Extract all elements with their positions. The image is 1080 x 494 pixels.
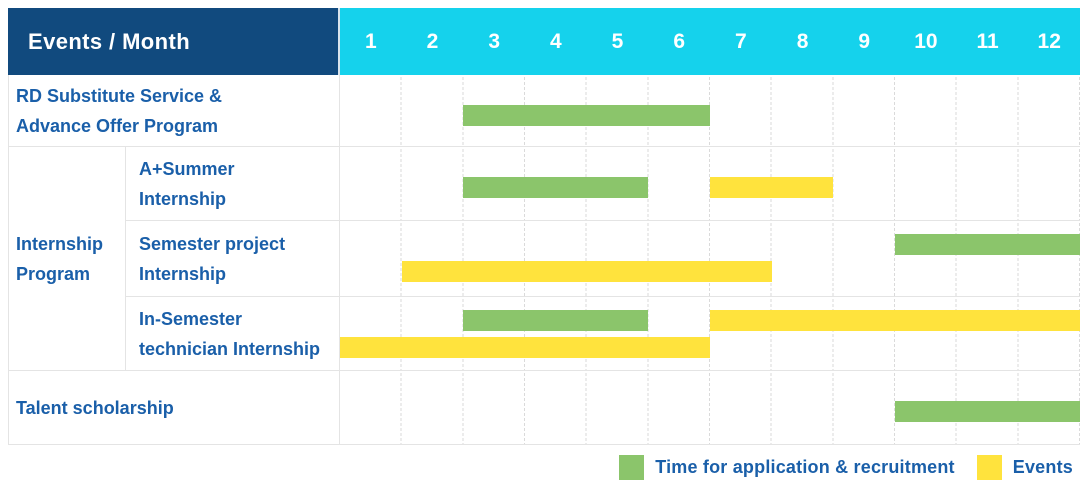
gantt-lane-talent-scholarship xyxy=(340,371,1080,444)
gantt-bar-yellow-m1-m6 xyxy=(340,337,710,358)
row-label-rd-substitute-service: RD Substitute Service & Advance Offer Pr… xyxy=(9,75,340,146)
gantt-bar-green-m3-m5 xyxy=(463,177,649,198)
table-row: Talent scholarship xyxy=(9,370,1080,444)
internship-program-subrows: A+Summer Internship Semester project Int… xyxy=(126,147,1080,370)
month-label-8: 8 xyxy=(796,29,809,53)
table-row: In-Semester technician Internship xyxy=(126,296,1080,370)
month-label-4: 4 xyxy=(550,29,562,53)
row-label-talent-scholarship: Talent scholarship xyxy=(9,371,340,444)
legend-swatch-events xyxy=(976,454,1002,480)
gantt-bar-green-m10-m12 xyxy=(895,401,1080,422)
gantt-lane-in-semester-technician-internship xyxy=(340,297,1080,370)
row-label-in-semester-technician-internship: In-Semester technician Internship xyxy=(126,297,340,370)
month-label-1: 1 xyxy=(364,29,377,53)
table-row: RD Substitute Service & Advance Offer Pr… xyxy=(9,75,1080,146)
month-header-strip: 1 2 3 4 5 6 7 8 9 10 11 12 xyxy=(340,8,1080,75)
gantt-bar-yellow-m7-m12 xyxy=(710,310,1080,331)
month-label-12: 12 xyxy=(1037,29,1061,53)
table-header-row: Events / Month 1 2 3 4 5 6 7 8 9 10 11 12 xyxy=(8,8,1080,75)
legend-label-events: Events xyxy=(1012,456,1073,477)
legend-label-application-recruitment: Time for application & recruitment xyxy=(655,456,955,477)
month-label-6: 6 xyxy=(673,29,686,53)
gantt-bar-yellow-m2-m7 xyxy=(401,261,772,282)
header-events-month-cell: Events / Month xyxy=(8,8,340,75)
month-label-9: 9 xyxy=(858,29,871,53)
internship-program-group-row: Internship Program A+Summer Internship S… xyxy=(9,146,1080,370)
row-label-a-plus-summer-internship: A+Summer Internship xyxy=(126,147,340,220)
gantt-lane-rd-substitute-service xyxy=(340,75,1080,146)
gantt-bar-green-m10-m12 xyxy=(895,234,1080,255)
table-body: RD Substitute Service & Advance Offer Pr… xyxy=(8,75,1080,445)
month-label-5: 5 xyxy=(611,29,624,53)
month-label-11: 11 xyxy=(976,29,999,53)
row-label-semester-project-internship: Semester project Internship xyxy=(126,221,340,296)
gantt-lane-semester-project-internship xyxy=(340,221,1080,296)
month-label-2: 2 xyxy=(426,29,439,53)
gantt-bar-green-m3-m5 xyxy=(463,310,649,331)
gantt-bar-yellow-m7-m8 xyxy=(710,177,834,198)
table-row: Semester project Internship xyxy=(126,220,1080,296)
table-row: A+Summer Internship xyxy=(126,147,1080,220)
gantt-lane-a-plus-summer-internship xyxy=(340,147,1080,220)
group-label-internship-program: Internship Program xyxy=(9,147,126,370)
month-label-10: 10 xyxy=(914,29,938,53)
gantt-bar-green-m3-m6 xyxy=(463,105,710,126)
legend: Time for application & recruitment Event… xyxy=(619,452,1073,482)
month-label-7: 7 xyxy=(735,29,747,53)
legend-swatch-application-recruitment xyxy=(619,454,645,480)
month-label-3: 3 xyxy=(488,29,501,53)
events-month-table: Events / Month 1 2 3 4 5 6 7 8 9 10 11 12 RD Substi… xyxy=(8,8,1080,445)
